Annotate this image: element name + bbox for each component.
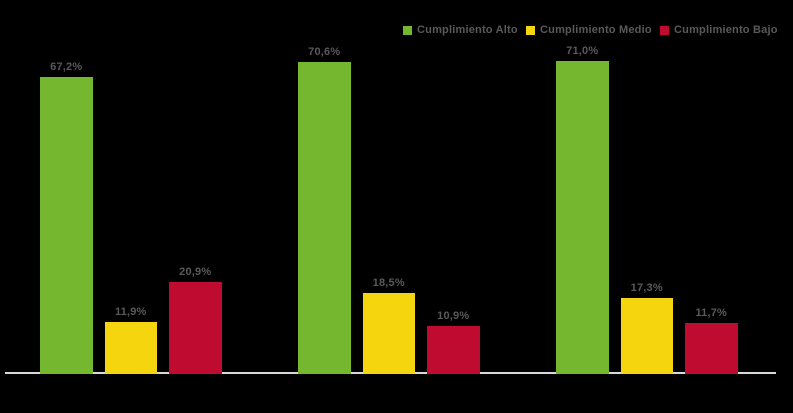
bar-group3-series1 <box>556 60 609 375</box>
bar-group3-series2 <box>620 298 673 375</box>
bar-group2-series2 <box>362 292 415 375</box>
legend-item-3: Cumplimiento Bajo <box>660 23 778 37</box>
legend-label: Cumplimiento Medio <box>540 24 652 36</box>
bar-group1-series1 <box>40 77 93 375</box>
bar-group2-series3 <box>427 326 480 375</box>
legend-item-2: Cumplimiento Medio <box>526 23 652 37</box>
bar-value-label: 17,3% <box>630 282 663 295</box>
bar-value-label: 67,2% <box>50 61 83 74</box>
bar-value-label: 70,6% <box>308 46 341 59</box>
bar-value-label: 20,9% <box>179 266 212 279</box>
legend-label: Cumplimiento Bajo <box>674 24 778 36</box>
bar-group3-series3 <box>685 322 738 375</box>
legend-swatch-icon <box>660 25 669 35</box>
bar-value-label: 10,9% <box>437 310 470 323</box>
bar-value-label: 11,9% <box>114 305 147 318</box>
bar-group1-series3 <box>169 282 222 375</box>
chart-legend: Cumplimiento Alto Cumplimiento Medio Cumpl… <box>0 0 793 40</box>
legend-swatch-icon <box>403 25 412 35</box>
bar-group2-series1 <box>298 62 351 375</box>
bar-group1-series2 <box>104 321 157 375</box>
bar-value-label: 18,5% <box>372 276 405 289</box>
legend-label: Cumplimiento Alto <box>417 24 518 36</box>
bar-value-label: 71,0% <box>566 44 599 57</box>
legend-item-1: Cumplimiento Alto <box>403 23 518 37</box>
legend-swatch-icon <box>526 25 535 35</box>
bar-value-label: 11,7% <box>695 306 728 319</box>
